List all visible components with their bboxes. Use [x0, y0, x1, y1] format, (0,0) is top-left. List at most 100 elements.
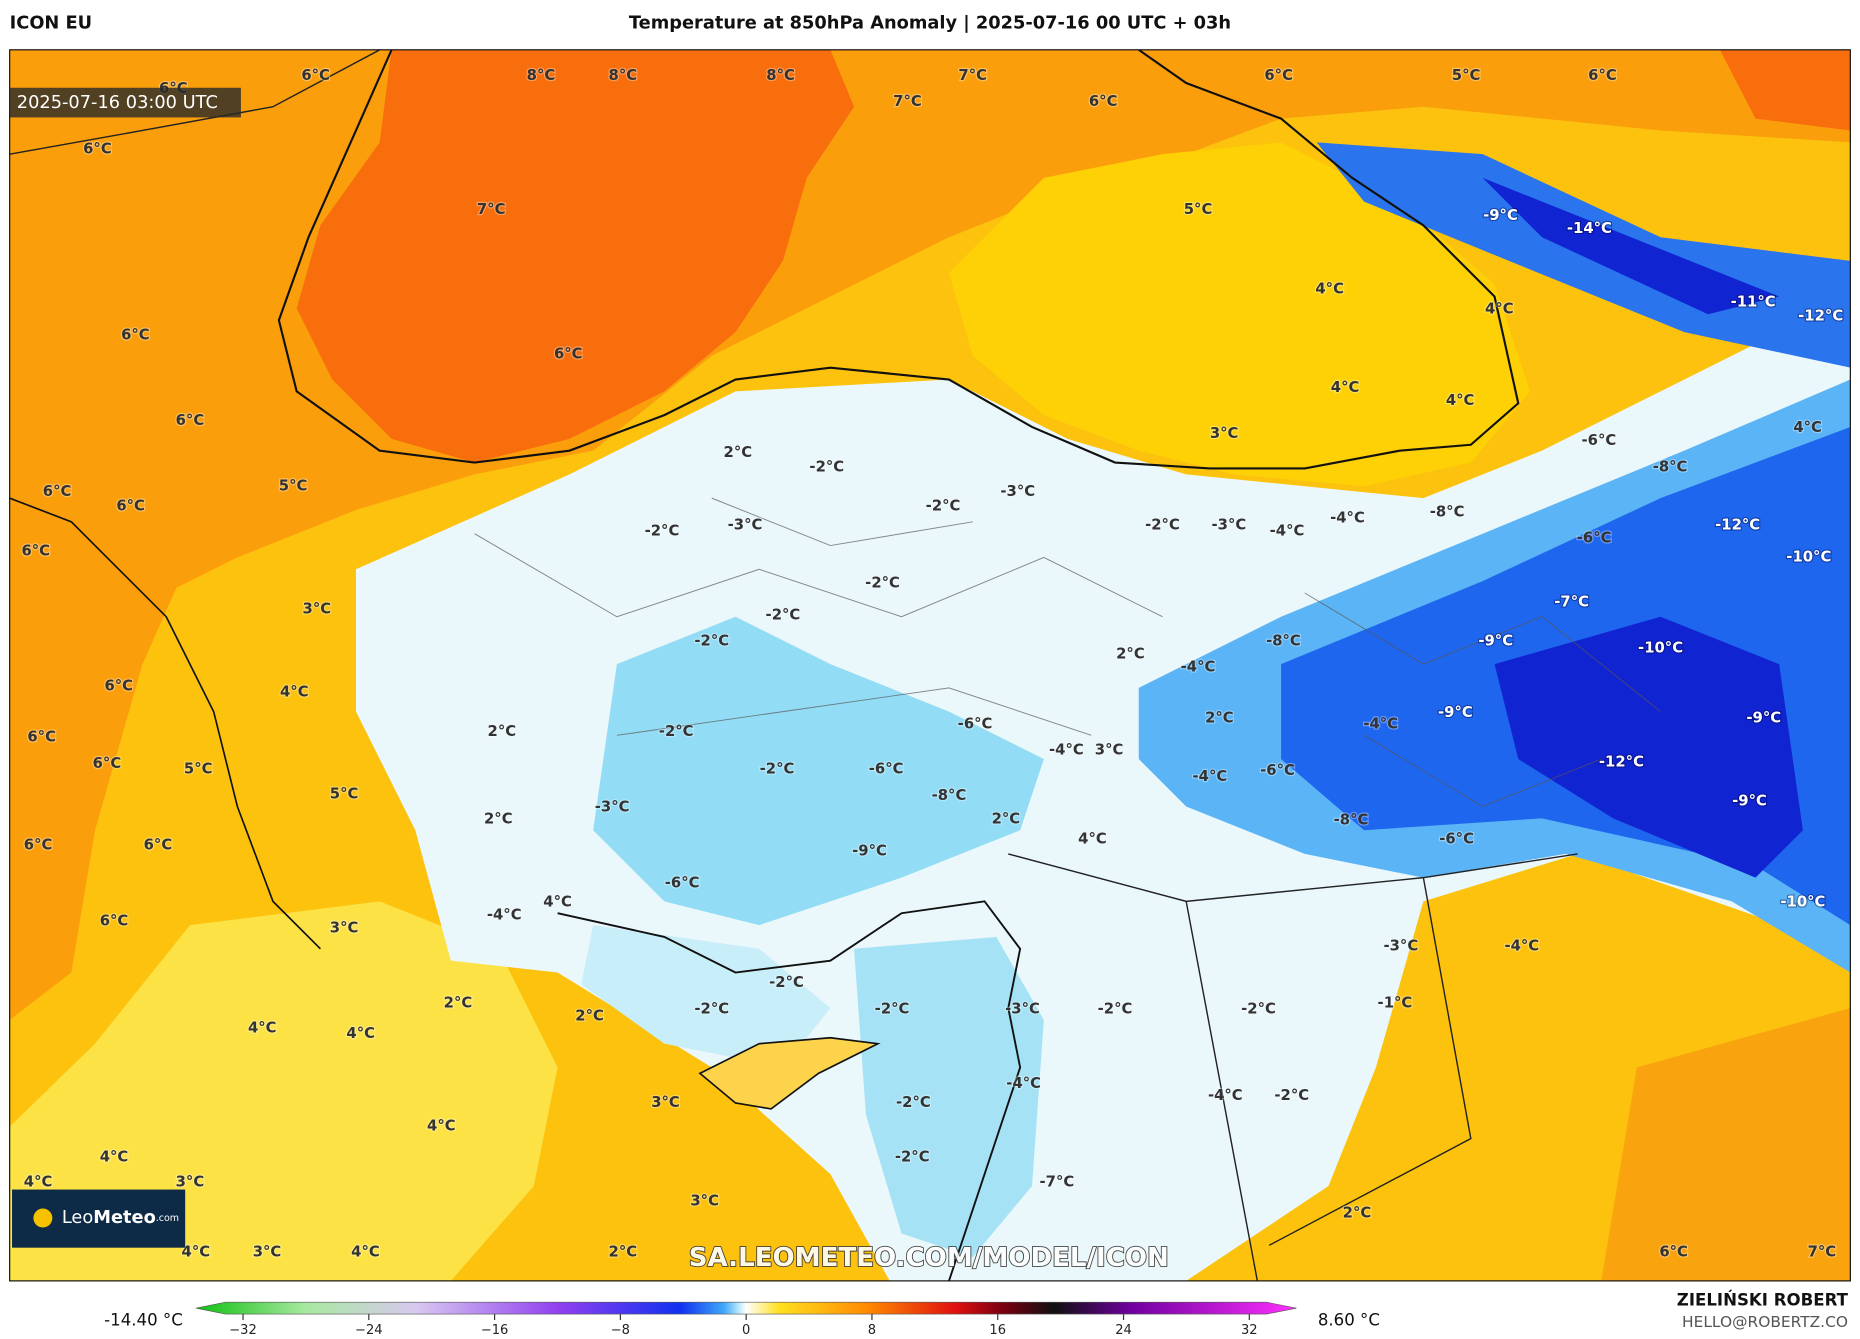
- temperature-label: 6°C: [176, 412, 205, 429]
- temperature-label: 4°C: [100, 1149, 129, 1166]
- temperature-label: 3°C: [253, 1243, 282, 1260]
- temperature-label: 4°C: [248, 1019, 277, 1036]
- temperature-label: 2°C: [484, 811, 513, 828]
- mild-zone-sw: [9, 901, 558, 1281]
- colorbar-tick-label: −32: [229, 1323, 257, 1338]
- max-value-label: 8.60 °C: [1318, 1311, 1380, 1330]
- temperature-label: 8°C: [527, 67, 556, 84]
- border: [9, 49, 381, 155]
- colorbar-tick-label: 0: [742, 1323, 750, 1338]
- temperature-label: -1°C: [1378, 994, 1413, 1011]
- temperature-label: -6°C: [958, 716, 993, 733]
- map-title: Temperature at 850hPa Anomaly | 2025-07-…: [629, 13, 1231, 34]
- temperature-label: 2°C: [1343, 1204, 1372, 1221]
- author: ZIELIŃSKI ROBERT: [1677, 1291, 1849, 1310]
- timestamp: 2025-07-16 03:00 UTC: [17, 92, 218, 113]
- temperature-label: 8°C: [609, 67, 638, 84]
- temperature-label: 4°C: [1315, 280, 1344, 297]
- temperature-label: 6°C: [1588, 67, 1617, 84]
- logo-leo: Leo: [62, 1207, 93, 1228]
- min-value-label: -14.40 °C: [104, 1311, 183, 1330]
- extreme-band-ne: [1482, 177, 1780, 315]
- temperature-label: 6°C: [21, 542, 50, 559]
- temperature-label: -9°C: [1746, 710, 1781, 727]
- light-cold-patch: [581, 925, 831, 1068]
- colorbar-tick-label: −8: [611, 1323, 630, 1338]
- timestamp-box: [9, 87, 241, 118]
- temperature-label: -2°C: [1098, 1000, 1133, 1017]
- temperature-label: 4°C: [351, 1243, 380, 1260]
- extreme-cold-zone: [1494, 616, 1803, 878]
- mild-zone: [948, 142, 1531, 487]
- temperature-label: -12°C: [1715, 516, 1760, 533]
- temperature-label: 3°C: [690, 1192, 719, 1209]
- hot-zone-ne: [1719, 49, 1851, 131]
- temperature-label: -2°C: [769, 974, 804, 991]
- temperature-label: 2°C: [992, 811, 1021, 828]
- temperature-label: 6°C: [83, 140, 112, 157]
- temperature-label: -2°C: [645, 522, 680, 539]
- temperature-label: 4°C: [1485, 301, 1514, 318]
- warm-zone-se: [1601, 1008, 1851, 1281]
- colorbar-tick-label: −16: [481, 1323, 509, 1338]
- temperature-label: 3°C: [303, 601, 332, 618]
- temperature-label: 5°C: [1452, 67, 1481, 84]
- temperature-label: -6°C: [665, 875, 700, 892]
- temperature-label: 4°C: [346, 1025, 375, 1042]
- temperature-label: -3°C: [728, 516, 763, 533]
- temperature-label: -9°C: [1483, 207, 1518, 224]
- temperature-label: 5°C: [330, 786, 359, 803]
- temperature-label: 6°C: [93, 755, 122, 772]
- temperature-label: 4°C: [1446, 392, 1475, 409]
- temperature-label: -2°C: [1241, 1000, 1276, 1017]
- temperature-label: 6°C: [1089, 93, 1118, 110]
- temperature-label: 6°C: [24, 837, 53, 854]
- temperature-label: -9°C: [1732, 793, 1767, 810]
- temperature-label: -10°C: [1638, 640, 1683, 657]
- province-borders: [474, 497, 1661, 808]
- temperature-label: 2°C: [444, 994, 473, 1011]
- temperature-label: -4°C: [1193, 768, 1228, 785]
- temperature-label: -9°C: [852, 843, 887, 860]
- temperature-label: 6°C: [121, 327, 150, 344]
- temperature-label: 7°C: [477, 201, 506, 218]
- temperature-label: -4°C: [1208, 1087, 1243, 1104]
- temperature-label: 6°C: [554, 346, 583, 363]
- temperature-label: -10°C: [1780, 894, 1825, 911]
- temperature-labels: 6°C 8°C 8°C 8°C 7°C 6°C 5°C 6°C 6°C 7°C 6°C 6°C 7°C 5…: [20, 66, 1844, 1262]
- temperature-label: 6°C: [43, 483, 72, 500]
- colorbar-tick-label: −24: [355, 1323, 383, 1338]
- temperature-label: 6°C: [1659, 1243, 1688, 1260]
- temperature-label: -3°C: [1383, 937, 1418, 954]
- temperature-label: -6°C: [1577, 529, 1612, 546]
- temperature-label: -3°C: [1005, 1000, 1040, 1017]
- temperature-label: -7°C: [1554, 593, 1589, 610]
- logo-suffix: .com: [156, 1213, 179, 1224]
- cold-patch-south: [854, 936, 1044, 1258]
- temperature-label: -8°C: [1266, 633, 1301, 650]
- temperature-label: -2°C: [895, 1149, 930, 1166]
- temperature-label: 5°C: [184, 761, 213, 778]
- temperature-label: -2°C: [926, 497, 961, 514]
- temperature-label: -2°C: [694, 1000, 729, 1017]
- temperature-label: -11°C: [1731, 293, 1776, 310]
- temperature-label: 4°C: [427, 1118, 456, 1135]
- temperature-label: 4°C: [24, 1173, 53, 1190]
- temperature-label: -9°C: [1438, 704, 1473, 721]
- temperature-label: -12°C: [1798, 308, 1843, 325]
- temperature-label: -6°C: [1260, 762, 1295, 779]
- temperature-label: -7°C: [1040, 1173, 1075, 1190]
- temperature-label: 6°C: [116, 497, 145, 514]
- map-field: [9, 49, 1851, 1281]
- email: HELLO@ROBERTZ.CO: [1682, 1313, 1848, 1331]
- hot-zone: [296, 49, 855, 463]
- temperature-label: 7°C: [893, 93, 922, 110]
- temperature-label: -2°C: [760, 761, 795, 778]
- temperature-label: 2°C: [1205, 710, 1234, 727]
- temperature-label: 5°C: [1184, 201, 1213, 218]
- cold-patch: [593, 616, 1044, 926]
- temperature-label: -4°C: [1330, 509, 1365, 526]
- coastline: [277, 49, 1520, 470]
- temperature-label: 4°C: [182, 1243, 211, 1260]
